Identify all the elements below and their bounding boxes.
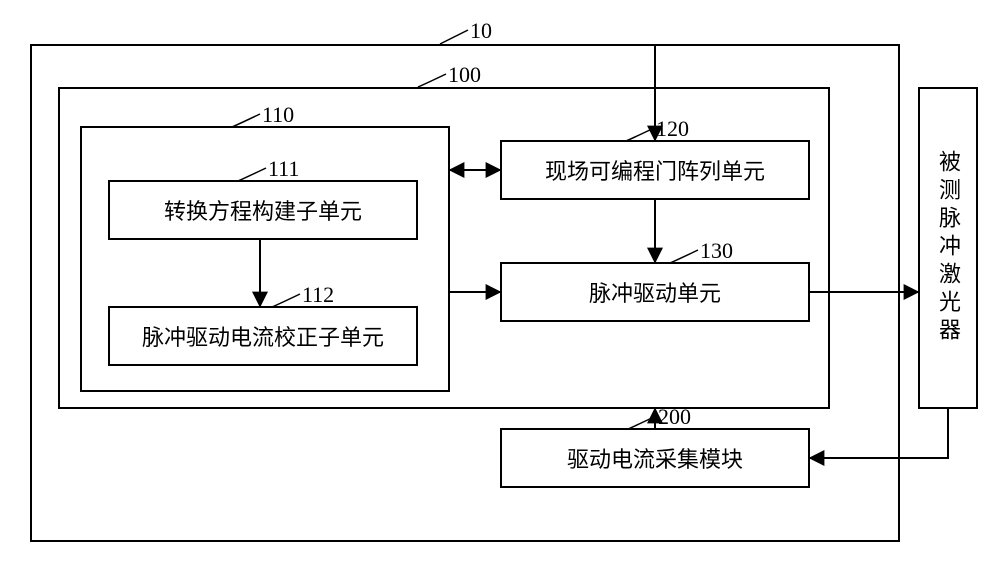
ref-10: 10 <box>470 18 492 44</box>
ref-120: 120 <box>656 116 689 142</box>
node-fpga-unit: 现场可编程门阵列单元 <box>500 140 810 200</box>
node-dut-pulse-laser: 被测脉冲激光器 <box>918 87 978 409</box>
ref-200: 200 <box>658 404 691 430</box>
node-label: 脉冲驱动单元 <box>589 276 721 308</box>
node-label: 转换方程构建子单元 <box>164 194 362 226</box>
ref-112: 112 <box>302 282 334 308</box>
ref-100: 100 <box>448 62 481 88</box>
node-conversion-equation-subunit: 转换方程构建子单元 <box>108 180 418 240</box>
node-label: 驱动电流采集模块 <box>567 442 743 474</box>
node-label: 被测脉冲激光器 <box>932 150 964 346</box>
node-pulse-drive-current-correction-subunit: 脉冲驱动电流校正子单元 <box>108 306 418 366</box>
node-label: 现场可编程门阵列单元 <box>545 154 765 186</box>
ref-110: 110 <box>262 102 294 128</box>
ref-111: 111 <box>268 156 299 182</box>
node-drive-current-acquisition-module: 驱动电流采集模块 <box>500 428 810 488</box>
node-label: 脉冲驱动电流校正子单元 <box>142 320 384 352</box>
ref-130: 130 <box>700 238 733 264</box>
node-pulse-drive-unit: 脉冲驱动单元 <box>500 262 810 322</box>
